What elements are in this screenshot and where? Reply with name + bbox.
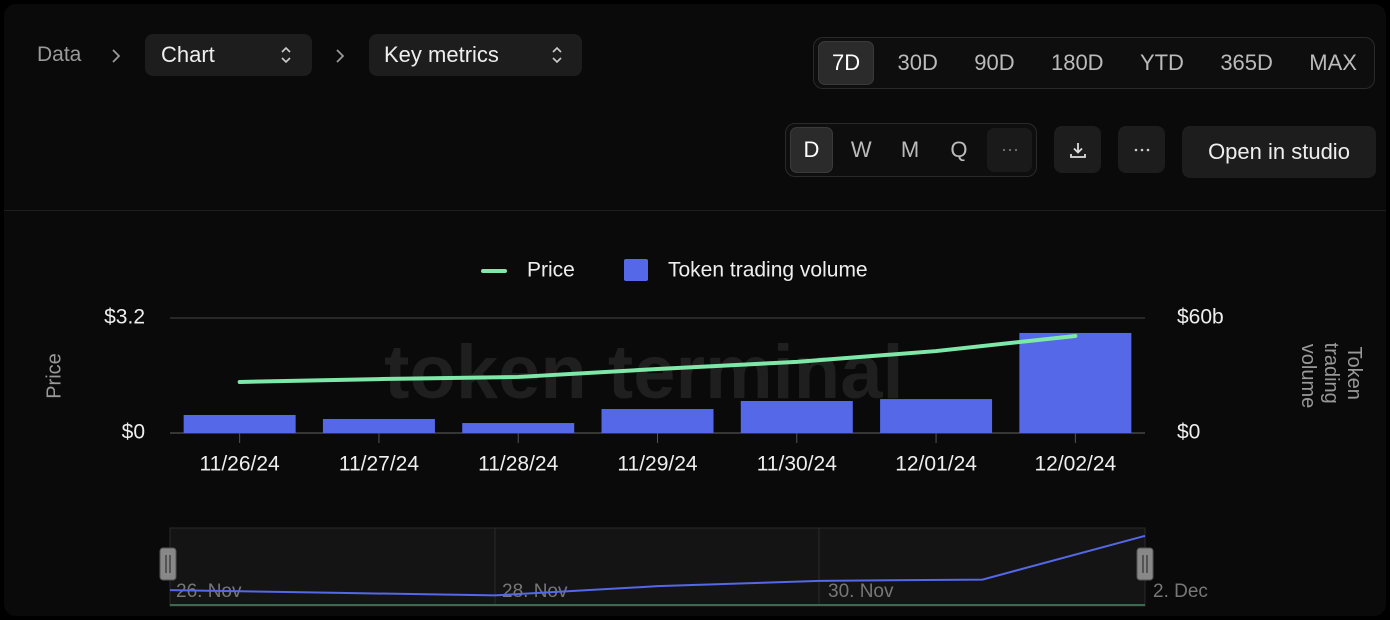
y-tick-label: $3.2	[104, 306, 145, 329]
handle-grip	[165, 555, 171, 573]
bar	[462, 423, 575, 433]
label: Chart	[161, 42, 215, 67]
label-line: trading	[1320, 343, 1342, 410]
legend-swatch	[624, 259, 648, 281]
range-group: 7D 30D 90D 180D YTD 365D MAX	[813, 37, 1375, 89]
granularity-more[interactable]	[987, 128, 1033, 172]
handle-grip	[1142, 555, 1148, 573]
download-button[interactable]	[1054, 126, 1101, 173]
bar	[322, 419, 435, 433]
x-tick-label: 11/28/24	[478, 453, 559, 476]
updown-icon	[552, 46, 562, 64]
metric-select[interactable]: Key metrics	[369, 34, 582, 76]
range-option[interactable]: 180D	[1050, 50, 1104, 75]
y2-axis-label: Token trading volume	[1297, 343, 1365, 410]
chevron	[336, 49, 345, 63]
x-tick-label: 11/30/24	[757, 453, 838, 476]
bar	[880, 399, 993, 433]
y-tick-label: $0	[122, 421, 145, 444]
x-tick-label: 11/29/24	[617, 453, 698, 476]
y2-tick-label: $0	[1177, 421, 1200, 444]
legend-label: Token trading volume	[668, 259, 868, 282]
label-line: volume	[1297, 344, 1319, 408]
dots-icon	[1002, 149, 1017, 151]
range-option[interactable]: 90D	[974, 50, 1015, 75]
download-icon	[1069, 142, 1086, 158]
bar	[740, 400, 853, 433]
label: Key metrics	[384, 42, 499, 67]
navigator-handle	[159, 547, 177, 581]
range-option[interactable]: MAX	[1309, 50, 1357, 75]
x-tick-label: 11/27/24	[339, 453, 420, 476]
y2-tick-label: $60b	[1177, 306, 1224, 329]
panel: Data Chart Key metrics 7D 30D 90D 180D YTD 36…	[4, 4, 1386, 616]
granularity-option[interactable]: D	[790, 127, 833, 173]
navigator-label: 30. Nov	[828, 581, 894, 602]
chevron	[112, 49, 121, 63]
open-studio-button[interactable]: Open in studio	[1182, 126, 1376, 178]
range-option[interactable]: 365D	[1220, 50, 1273, 75]
x-tick-label: 12/01/24	[895, 453, 977, 476]
navigator	[169, 527, 1146, 607]
divider	[4, 210, 1386, 211]
breadcrumb-root[interactable]: Data	[37, 43, 82, 66]
line	[237, 333, 1078, 384]
chart-select[interactable]: Chart	[145, 34, 312, 76]
x-tick-label: 11/26/24	[200, 453, 281, 476]
y-axis-label: Price	[43, 353, 65, 399]
range-option[interactable]: 7D	[818, 41, 875, 85]
dots-icon	[1134, 148, 1149, 151]
more-button[interactable]	[1118, 126, 1165, 173]
navigator-label: 28. Nov	[502, 581, 568, 602]
bar	[183, 414, 296, 433]
bar	[1019, 332, 1132, 433]
navigator-label: 2. Dec	[1153, 581, 1208, 602]
bar	[601, 409, 714, 433]
label-line: Token	[1343, 347, 1365, 406]
navigator-handle	[1136, 547, 1154, 581]
granularity-option[interactable]: W	[850, 137, 872, 162]
granularity-option[interactable]: M	[900, 137, 920, 162]
x-tick-label: 12/02/24	[1034, 453, 1116, 476]
updown-icon	[281, 46, 291, 64]
range-option[interactable]: 30D	[897, 50, 938, 75]
granularity-option[interactable]: Q	[950, 137, 968, 162]
navigator-line	[169, 534, 1146, 597]
legend-label: Price	[527, 259, 575, 282]
range-option[interactable]: YTD	[1139, 50, 1184, 75]
watermark: token terminal_	[384, 330, 946, 415]
